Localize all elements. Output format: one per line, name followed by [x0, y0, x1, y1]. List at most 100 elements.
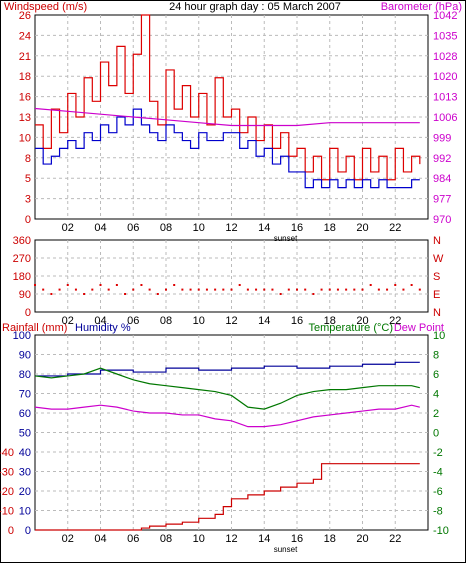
x-tick-label: 18 — [324, 315, 336, 327]
wind-direction-point — [271, 288, 274, 291]
wind-direction-point — [287, 288, 290, 291]
x-tick-label: 18 — [324, 222, 336, 234]
right-y-tick-label: -2 — [433, 447, 443, 459]
wind-direction-point — [165, 288, 167, 291]
wind-direction-point — [74, 288, 77, 291]
right-y-tick-label: 1028 — [433, 51, 457, 63]
humidity-series-line — [35, 361, 420, 377]
x-tick-label: 22 — [389, 315, 401, 327]
wind-direction-point — [336, 288, 339, 291]
x-tick-label: 10 — [193, 222, 205, 234]
right-y-tick-label: 977 — [433, 194, 451, 206]
wind-gust-series-line — [35, 14, 421, 181]
right-y-tick-label: 999 — [433, 132, 451, 144]
wind-direction-point — [353, 288, 356, 291]
x-tick-label: 06 — [127, 315, 139, 327]
temperature-axis-label: Temperature (°C) — [309, 322, 393, 334]
wind-direction-point — [181, 288, 184, 291]
x-tick-label: 10 — [193, 315, 205, 327]
right-y-tick-label: 970 — [433, 214, 451, 226]
left-y-tick-label: 10 — [19, 132, 31, 144]
rain-tick-label: -20 — [0, 486, 14, 498]
x-tick-label: 10 — [193, 533, 205, 545]
x-tick-label: 16 — [291, 222, 303, 234]
x-tick-label: 02 — [62, 533, 74, 545]
wind-direction-point — [83, 293, 86, 295]
wind-direction-point — [345, 288, 348, 291]
x-tick-label: 18 — [324, 533, 336, 545]
wind-direction-point — [50, 293, 53, 295]
left-y-tick-label: 13 — [19, 112, 31, 124]
wind-direction-point — [91, 288, 94, 291]
right-y-tick-label: 8 — [433, 350, 439, 362]
right-y-tick-label: W — [433, 253, 444, 265]
left-y-tick-label: 180 — [13, 271, 31, 283]
wind-direction-point — [214, 288, 217, 291]
x-tick-label: 22 — [389, 222, 401, 234]
wind-direction-point — [148, 288, 151, 291]
dewpoint-axis-label: Dew Point — [394, 322, 444, 334]
graph-title: 24 hour graph day : 05 March 2007 — [169, 1, 341, 13]
right-y-tick-label: 1035 — [433, 30, 457, 42]
left-y-tick-label: 0 — [25, 525, 31, 537]
wind-direction-point — [369, 284, 372, 286]
left-y-tick-label: 16 — [19, 92, 31, 104]
series-layer — [34, 14, 421, 531]
right-y-tick-label: N — [433, 235, 441, 247]
x-tick-label: 20 — [356, 222, 368, 234]
x-tick-label: 04 — [94, 222, 106, 234]
wind-direction-point — [124, 293, 127, 295]
wind-direction-point — [189, 288, 192, 291]
x-tick-label: 20 — [356, 315, 368, 327]
wind-direction-point — [99, 284, 102, 286]
wind-direction-point — [394, 284, 397, 286]
left-y-tick-label: 100 — [13, 330, 31, 342]
left-y-tick-label: 0 — [25, 307, 31, 319]
left-y-tick-label: 60 — [19, 408, 31, 420]
wind-axis-label: Windspeed (m/s) — [4, 1, 87, 13]
temperature-series-line — [34, 367, 420, 410]
right-y-tick-label: 1042 — [433, 10, 457, 22]
sunset-label: sunset — [274, 234, 298, 243]
wind-direction-point — [386, 288, 389, 291]
wind-direction-point — [58, 288, 61, 291]
x-tick-label: 06 — [127, 533, 139, 545]
x-tick-label: 12 — [225, 222, 237, 234]
rain-tick-label: -10 — [0, 506, 14, 518]
x-tick-label: 16 — [291, 533, 303, 545]
left-y-tick-label: 26 — [19, 10, 31, 22]
left-y-tick-label: 90 — [19, 350, 31, 362]
x-tick-label: 22 — [389, 533, 401, 545]
wind-direction-point — [132, 288, 135, 291]
rain-tick-label: 0 — [8, 525, 14, 537]
x-tick-label: 02 — [62, 315, 74, 327]
left-y-tick-label: 10 — [19, 506, 31, 518]
right-y-tick-label: 6 — [433, 369, 439, 381]
rain-axis-label: Rainfall (mm) — [2, 322, 67, 334]
left-y-tick-label: 18 — [19, 71, 31, 83]
right-y-tick-label: -10 — [433, 525, 449, 537]
wind-direction-point — [66, 284, 69, 286]
x-tick-label: 04 — [94, 533, 106, 545]
x-tick-label: 14 — [258, 222, 270, 234]
wind-direction-point — [320, 288, 323, 291]
wind-speed-series-line — [35, 108, 420, 189]
left-y-tick-label: 270 — [13, 253, 31, 265]
left-y-tick-label: 360 — [13, 235, 31, 247]
right-y-tick-label: 2 — [433, 408, 439, 420]
wind-direction-point — [222, 288, 225, 291]
wind-direction-point — [115, 284, 118, 286]
right-y-tick-label: 1020 — [433, 71, 457, 83]
wind-direction-point — [361, 288, 364, 291]
right-y-tick-label: E — [433, 289, 440, 301]
wind-direction-point — [328, 288, 331, 291]
wind-direction-point — [205, 288, 208, 291]
wind-direction-point — [377, 288, 380, 291]
left-y-tick-label: 70 — [19, 389, 31, 401]
left-y-tick-label: 40 — [19, 447, 31, 459]
left-y-tick-label: 3 — [25, 194, 31, 206]
right-y-tick-label: 992 — [433, 153, 451, 165]
x-tick-label: 08 — [160, 533, 172, 545]
